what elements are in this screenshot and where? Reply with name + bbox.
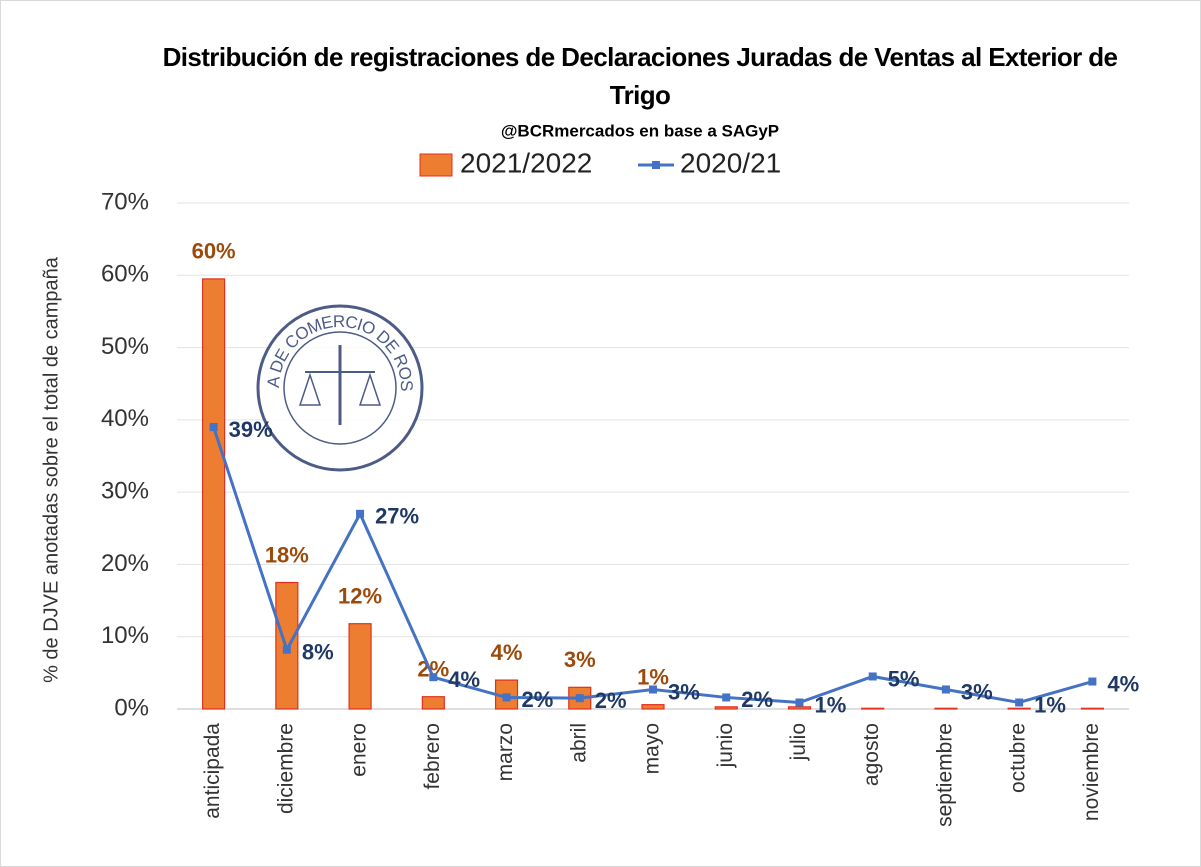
logo-inner-ring [283, 331, 397, 445]
line-marker [575, 694, 584, 703]
x-tick-label: abril [567, 723, 590, 763]
y-tick-label: 70% [101, 188, 149, 215]
bar-value-label: 18% [265, 542, 309, 567]
bar [1007, 707, 1031, 710]
x-tick-label: noviembre [1080, 723, 1103, 821]
bar [934, 707, 958, 710]
y-tick-label: 40% [101, 405, 149, 432]
bar [1080, 707, 1104, 710]
x-tick-label: octubre [1007, 723, 1030, 793]
line-marker [795, 698, 804, 707]
y-tick-label: 20% [101, 550, 149, 577]
y-tick-label: 0% [114, 694, 149, 721]
x-tick-label: marzo [494, 723, 517, 781]
bar [641, 704, 665, 710]
line-marker [356, 509, 365, 518]
line-marker [941, 685, 950, 694]
bar [348, 623, 372, 710]
line-value-label: 5% [888, 666, 920, 691]
line-marker [1015, 698, 1024, 707]
y-tick-label: 50% [101, 333, 149, 360]
y-axis-label: % de DJVE anotadas sobre el total de cam… [40, 256, 62, 683]
y-tick-label: 30% [101, 477, 149, 504]
bar [421, 696, 445, 710]
line-marker [649, 685, 657, 694]
bar-value-label: 3% [564, 647, 596, 672]
logo-scales [298, 372, 382, 406]
line-value-label: 1% [814, 692, 846, 717]
line-marker [429, 673, 438, 682]
y-tick-label: 10% [101, 622, 149, 649]
y-tick-label: 60% [101, 261, 149, 288]
bar-value-label: 12% [338, 584, 382, 609]
bar [202, 278, 226, 710]
subtitle: @BCRmercados en base a SAGyP [501, 121, 779, 140]
legend-label: 2020/21 [680, 147, 781, 178]
line-marker [282, 645, 291, 654]
x-tick-label: junio [714, 723, 737, 768]
line-marker [1088, 677, 1097, 686]
bar-value-label: 1% [637, 664, 669, 689]
line-value-label: 1% [1034, 692, 1066, 717]
x-tick-label: enero [348, 723, 371, 777]
line-value-label: 39% [229, 417, 273, 442]
x-tick-label: septiembre [933, 723, 956, 827]
legend-swatch [419, 153, 453, 177]
x-tick-label: julio [787, 723, 810, 761]
line-value-label: 3% [668, 679, 700, 704]
line-value-label: 8% [302, 640, 334, 665]
chart-title: Distribución de registraciones de Declar… [162, 42, 1118, 110]
line-marker [722, 693, 731, 702]
line-value-label: 4% [448, 667, 480, 692]
line-marker [209, 423, 218, 432]
line-marker [868, 672, 877, 681]
x-tick-label: mayo [641, 723, 664, 774]
x-tick-label: anticipada [201, 723, 224, 819]
line-value-label: 4% [1107, 671, 1139, 696]
line-value-label: 3% [961, 679, 993, 704]
legend-label: 2021/2022 [460, 147, 592, 178]
legend-marker [652, 161, 660, 169]
bar-value-label: 60% [192, 239, 236, 264]
line-marker [502, 693, 511, 702]
bar [714, 706, 738, 710]
x-tick-label: agosto [860, 723, 883, 786]
bar [861, 707, 885, 710]
line-value-label: 2% [522, 687, 554, 712]
line-value-label: 2% [741, 687, 773, 712]
x-tick-label: febrero [421, 723, 444, 790]
line-value-label: 2% [595, 688, 627, 713]
line-value-label: 27% [375, 504, 419, 529]
bar [787, 706, 812, 710]
x-tick-label: diciembre [274, 723, 297, 814]
bar-value-label: 4% [491, 640, 523, 665]
